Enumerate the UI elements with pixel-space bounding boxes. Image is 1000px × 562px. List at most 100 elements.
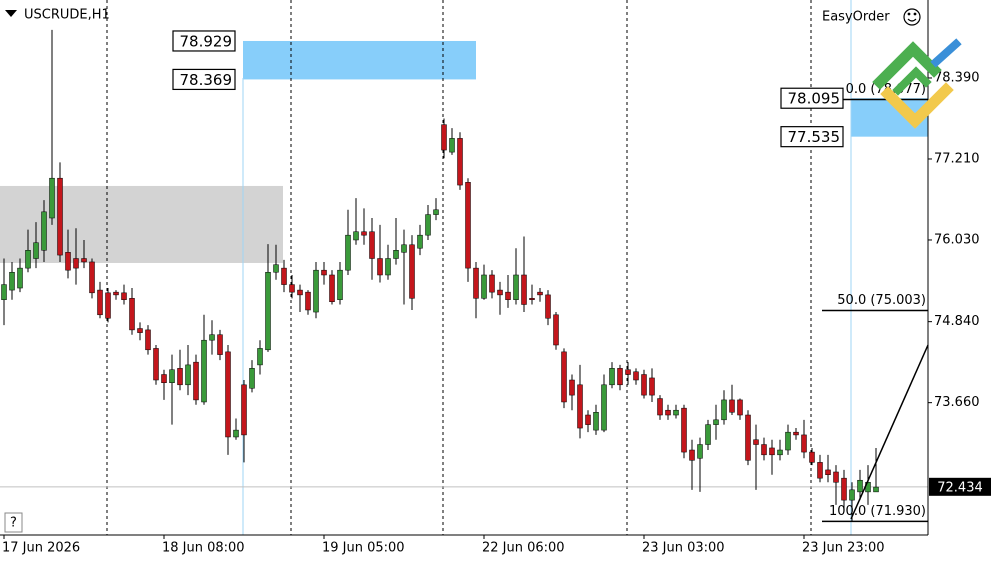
candle-body xyxy=(849,489,855,501)
zone-label: 78.369 xyxy=(180,71,233,89)
candle-body xyxy=(137,328,143,333)
candle-body xyxy=(385,258,391,276)
candle-body xyxy=(217,334,223,355)
candle-body xyxy=(121,292,127,300)
candle-body xyxy=(681,407,687,453)
candle-body xyxy=(537,291,543,296)
candle-body xyxy=(569,379,575,396)
zone-label-box xyxy=(172,68,236,91)
candle-body xyxy=(145,329,151,351)
candle-body xyxy=(713,419,719,425)
candle-body xyxy=(833,471,839,483)
candle-body xyxy=(33,242,39,259)
candle-body xyxy=(353,231,359,241)
help-button[interactable] xyxy=(4,512,23,533)
candle-body xyxy=(801,434,807,453)
trend-line xyxy=(850,344,929,520)
fib-label: 100.0 (71.930) xyxy=(829,504,926,519)
candle-body xyxy=(577,384,583,429)
candle-body xyxy=(769,447,775,456)
smiley-eye xyxy=(907,12,911,16)
candle-body xyxy=(289,284,295,293)
x-tick-label: 23 Jun 03:00 xyxy=(642,541,725,556)
candles-layer xyxy=(1,29,879,522)
smiley xyxy=(903,8,921,26)
candle-body xyxy=(601,384,607,431)
help-label[interactable]: ? xyxy=(10,516,17,531)
current-price-box xyxy=(929,477,991,496)
candle-body xyxy=(73,258,79,269)
candle-body xyxy=(321,269,327,276)
candle-body xyxy=(473,267,479,299)
menu-triangle[interactable] xyxy=(5,10,17,17)
candle-body xyxy=(57,177,63,256)
candle-body xyxy=(417,234,423,249)
x-tick-label: 22 Jun 06:00 xyxy=(482,541,565,556)
brand[interactable]: EasyOrder xyxy=(822,10,890,25)
candle-body xyxy=(41,211,47,251)
candle-body xyxy=(113,291,119,296)
candle-body xyxy=(721,399,727,421)
candle-body xyxy=(545,294,551,319)
zone-label-box xyxy=(172,30,236,52)
candle-body xyxy=(705,424,711,445)
candle-body xyxy=(729,399,735,413)
candle-body xyxy=(809,451,815,463)
candle-body xyxy=(673,409,679,416)
x-tick-label: 17 Jun 2026 xyxy=(2,541,80,556)
y-tick-label: 78.390 xyxy=(934,70,980,85)
candle-body xyxy=(465,182,471,269)
zone-label: 78.095 xyxy=(788,90,841,108)
x-tick-label: 23 Jun 23:00 xyxy=(802,541,885,556)
candle-body xyxy=(777,449,783,456)
candle-body xyxy=(409,244,415,299)
candle-body xyxy=(593,412,599,431)
logo-green-inner xyxy=(892,66,932,96)
candle-body xyxy=(1,284,7,300)
candle-body xyxy=(153,348,159,381)
zone xyxy=(0,185,283,263)
candle-body xyxy=(841,477,847,501)
logo-blue xyxy=(930,38,962,68)
candle-body xyxy=(225,351,231,438)
candle-body xyxy=(633,371,639,381)
candle-body xyxy=(585,414,591,425)
candle-body xyxy=(609,368,615,386)
candle-body xyxy=(481,274,487,299)
candle-body xyxy=(361,231,367,236)
candle-body xyxy=(273,264,279,273)
period-separators xyxy=(106,0,812,535)
candle-body xyxy=(105,292,111,319)
candle-body xyxy=(689,449,695,461)
current-price-label: 72.434 xyxy=(937,480,983,495)
fib-label: 50.0 (75.003) xyxy=(837,293,926,308)
candle-body xyxy=(825,469,831,475)
candle-body xyxy=(329,274,335,303)
candle-body xyxy=(169,369,175,384)
candle-body xyxy=(873,486,879,493)
candle-body xyxy=(521,274,527,305)
candle-body xyxy=(129,298,135,331)
zone-label: 78.929 xyxy=(180,32,233,50)
candle-body xyxy=(441,124,447,151)
candle-body xyxy=(393,250,399,259)
candle-body xyxy=(857,479,863,493)
candle-body xyxy=(9,271,15,291)
candle-body xyxy=(641,374,647,396)
candle-body xyxy=(697,444,703,459)
axes-layer: 73.660 74.840 76.030 77.210 78.390 17 Jun 202… xyxy=(2,70,980,555)
candle-body xyxy=(65,252,71,271)
candle-body xyxy=(625,369,631,375)
candle-body xyxy=(313,269,319,313)
candle-body xyxy=(425,214,431,236)
candle-body xyxy=(457,138,463,186)
candle-body xyxy=(433,209,439,215)
y-tick-label: 77.210 xyxy=(934,151,980,166)
y-tick-label: 76.030 xyxy=(934,232,980,247)
smiley-face xyxy=(903,8,921,26)
zone-label: 77.535 xyxy=(788,128,841,146)
candle-body xyxy=(249,368,255,389)
x-tick-label: 18 Jun 08:00 xyxy=(162,541,245,556)
candle-body xyxy=(185,364,191,386)
